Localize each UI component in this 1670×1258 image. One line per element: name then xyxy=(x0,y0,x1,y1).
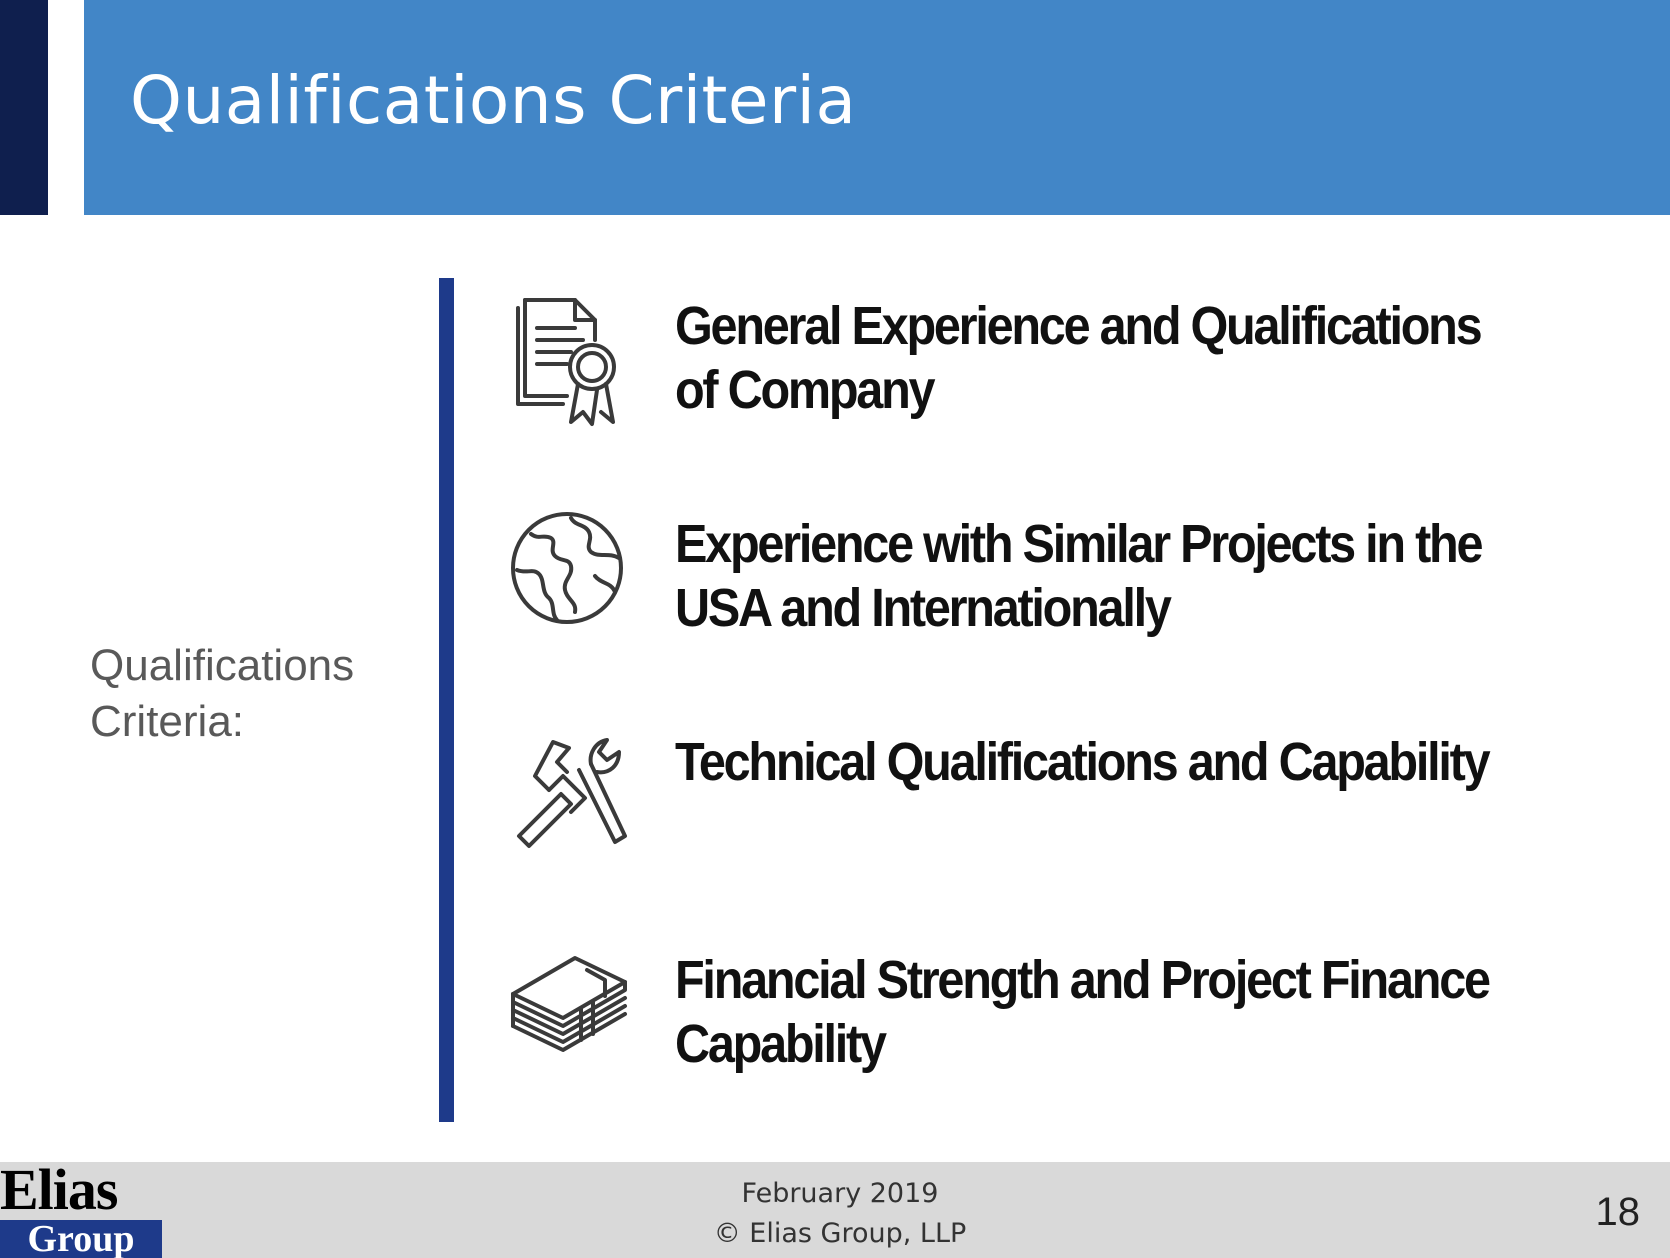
globe-icon xyxy=(505,500,633,650)
criteria-item: Experience with Similar Projects in the … xyxy=(505,500,1635,650)
page-number: 18 xyxy=(1595,1190,1641,1234)
page-title: Qualifications Criteria xyxy=(130,62,857,139)
logo-wordmark-bottom: Group xyxy=(0,1220,162,1258)
footer-copyright: © Elias Group, LLP xyxy=(713,1218,967,1249)
criteria-text: Financial Strength and Project Finance C… xyxy=(675,950,1491,1074)
criteria-item: Financial Strength and Project Finance C… xyxy=(505,936,1635,1086)
criteria-text: Technical Qualifications and Capability xyxy=(675,732,1491,792)
criteria-item: General Experience and Qualifications of… xyxy=(505,282,1635,432)
logo-wordmark-top: Elias xyxy=(0,1157,119,1222)
criteria-text: Experience with Similar Projects in the … xyxy=(675,514,1484,638)
hammer-wrench-icon xyxy=(505,718,633,868)
footer-date: February 2019 xyxy=(741,1178,939,1209)
criteria-item: Technical Qualifications and Capability xyxy=(505,718,1635,868)
section-label: Qualifications Criteria: xyxy=(90,641,355,746)
header-accent-bar xyxy=(0,0,48,215)
money-stack-icon xyxy=(505,936,633,1086)
title-banner xyxy=(84,0,1670,215)
criteria-text: General Experience and Qualifications of… xyxy=(675,296,1483,420)
company-logo: Elias Group xyxy=(0,1160,166,1258)
footer-bar xyxy=(0,1162,1670,1258)
certificate-icon xyxy=(505,282,633,432)
vertical-divider xyxy=(439,278,454,1122)
